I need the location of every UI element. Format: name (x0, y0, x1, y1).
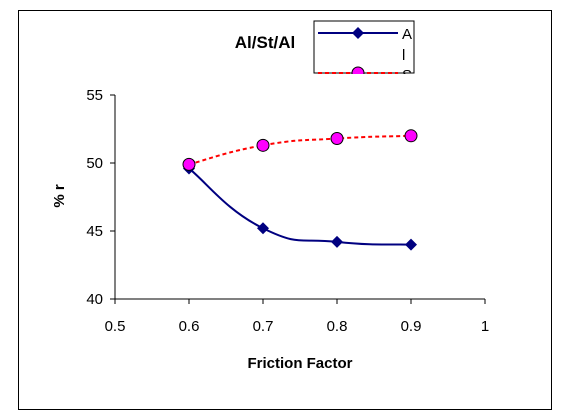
axes (114, 95, 485, 300)
y-tick-label: 40 (86, 291, 103, 308)
data-point-s1-0 (182, 157, 196, 171)
legend-box (313, 20, 415, 74)
x-tick-label: 0.7 (253, 318, 274, 335)
legend-label-al-1: A (402, 26, 412, 43)
data-point-s1-3 (404, 129, 418, 143)
y-tick-label: 45 (86, 223, 103, 240)
data-point-s1-2 (330, 132, 344, 146)
data-point-s0-1 (257, 222, 269, 235)
x-tick-label: 0.5 (105, 318, 126, 335)
series-line-0 (188, 167, 412, 246)
data-point-s1-1 (256, 138, 270, 152)
legend-marker-al (352, 27, 364, 39)
ticks: 0.5 0.6 0.7 0.8 0.9 1 40 45 50 55 (86, 87, 489, 335)
y-tick-label: 50 (86, 155, 103, 172)
legend: A l S (313, 20, 415, 84)
series-layer (182, 129, 418, 251)
y-axis-label: % r (51, 184, 68, 208)
x-axis-label: Friction Factor (247, 355, 352, 372)
data-point-s0-2 (331, 235, 343, 248)
x-tick-label: 0.8 (327, 318, 348, 335)
chart-title: Al/St/Al (235, 33, 295, 52)
legend-label-al-2: l (402, 47, 405, 64)
x-tick-label: 1 (481, 318, 489, 335)
series-line-1 (188, 134, 412, 166)
y-tick-label: 55 (86, 87, 103, 104)
chart-frame (18, 10, 552, 410)
x-tick-label: 0.9 (401, 318, 422, 335)
x-tick-label: 0.6 (179, 318, 200, 335)
data-point-s0-3 (405, 238, 417, 251)
